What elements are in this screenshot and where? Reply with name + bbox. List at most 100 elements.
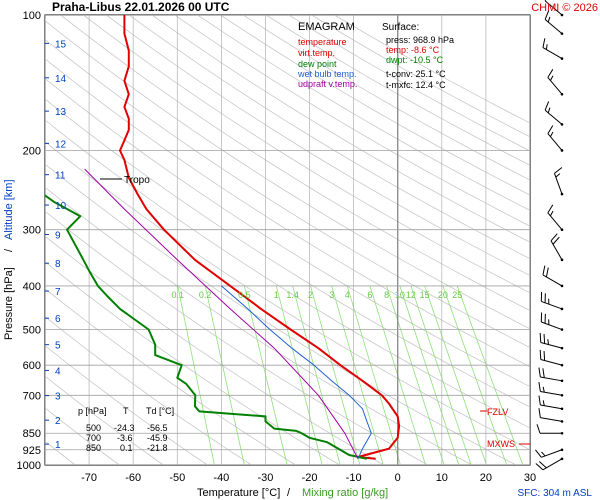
- sounding-series: [45, 15, 401, 460]
- surface-dwpt: dwpt: -10.5 °C: [386, 55, 444, 65]
- wind-barb-dot: [560, 258, 564, 262]
- altitude-tick-label: 4: [55, 366, 61, 377]
- wind-barb-staff: [542, 274, 563, 287]
- legend-title: EMAGRAM: [298, 21, 355, 33]
- mixing-ratio-line: [331, 285, 384, 465]
- wind-barb-flag: [538, 461, 547, 469]
- mixing-ratio-label: 8: [384, 290, 389, 300]
- mixing-ratio-line: [410, 285, 472, 465]
- y-tick-label: 600: [23, 360, 41, 372]
- wind-barb-dot: [560, 448, 564, 452]
- wind-barb: [539, 332, 564, 350]
- wind-barb-staff: [544, 109, 563, 125]
- mxws-label: MXWS: [487, 439, 515, 449]
- wind-barb-flag: [544, 0, 547, 2]
- wind-barb-flag: [535, 463, 544, 471]
- table-header-p: p [hPa]: [78, 406, 107, 416]
- wind-barb-flag: [538, 382, 541, 392]
- wind-barb-half-flag: [542, 400, 545, 406]
- dry-adiabat-line: [45, 119, 530, 429]
- wind-barb-flag: [538, 395, 541, 406]
- series-line-dew-point: [45, 194, 368, 460]
- dry-adiabat-line: [45, 58, 530, 368]
- dry-adiabat-line: [128, 15, 530, 260]
- wind-barb: [544, 0, 564, 17]
- mixing-ratio-line: [399, 285, 460, 465]
- wind-barb-staff: [540, 417, 563, 422]
- wind-barb-dot: [560, 457, 564, 461]
- surface-elevation: SFC: 304 m ASL: [518, 488, 593, 499]
- wind-barb-dot: [560, 431, 564, 435]
- wind-barb-dot: [560, 57, 564, 60]
- wind-barb-half-flag: [545, 44, 548, 50]
- altitude-tick-label: 1: [55, 440, 61, 451]
- wind-barb-flag: [554, 167, 563, 174]
- wind-barb-staff: [550, 240, 563, 261]
- wind-barb-dot: [560, 284, 564, 288]
- grid-lines: [45, 15, 530, 465]
- wind-barb-flag: [542, 265, 546, 276]
- wind-barb-half-flag: [555, 173, 561, 178]
- wind-barb: [542, 265, 564, 288]
- x-tick-label: 0: [395, 472, 401, 484]
- mixing-ratio-label: 15: [420, 290, 430, 300]
- altitude-tick-label: 13: [55, 107, 67, 118]
- wind-barb-half-flag: [541, 451, 546, 457]
- table-cell: 0.1: [120, 443, 133, 453]
- wind-barb-dot: [560, 393, 564, 397]
- wind-barb: [538, 382, 564, 397]
- series-line-wet-bulb-temp-: [221, 285, 372, 460]
- table-header-td: Td [°C]: [146, 406, 174, 416]
- x-tick-label: 30: [524, 472, 536, 484]
- wind-barb: [539, 349, 564, 367]
- altitude-tick-label: 2: [55, 416, 61, 427]
- wind-barb-staff: [540, 404, 563, 410]
- x-axis-separator: /: [287, 487, 291, 499]
- y-tick-label: 100: [23, 10, 41, 22]
- altitude-tick-label: 3: [55, 392, 61, 403]
- mixing-ratio-label: 10: [395, 290, 405, 300]
- y-axis-label-altitude: Altitude [km]: [3, 179, 15, 240]
- wind-barb: [538, 408, 564, 423]
- wind-barb-half-flag: [547, 107, 551, 113]
- surface-title: Surface:: [382, 22, 419, 33]
- wind-barb-flag: [545, 267, 549, 278]
- wind-barb-staff: [540, 390, 563, 396]
- table-cell: -21.8: [147, 443, 168, 453]
- mixing-ratio-label: 3: [329, 290, 334, 300]
- tropo-label: Tropo: [124, 175, 150, 186]
- wind-barb-staff: [540, 358, 563, 366]
- table-cell: -56.5: [147, 423, 168, 433]
- mixing-ratio-label: 6: [367, 290, 372, 300]
- y-axis-label: Pressure [hPa]: [3, 267, 15, 340]
- altitude-tick-label: 6: [55, 314, 61, 325]
- mixing-ratio-label: 0.1: [171, 290, 184, 300]
- dry-adiabats: [45, 15, 530, 465]
- surface-tmxfc: t-mxfc: 12.4 °C: [386, 80, 446, 90]
- wind-barb-half-flag: [549, 131, 554, 137]
- wind-barb-dot: [560, 307, 564, 311]
- dry-adiabat-line: [197, 15, 530, 211]
- table-cell: 850: [86, 443, 101, 453]
- altitude-tick-label: 9: [55, 231, 61, 242]
- wind-barb: [535, 457, 564, 471]
- x-tick-label: -20: [302, 472, 318, 484]
- altitude-tick-label: 11: [55, 171, 66, 182]
- mixing-ratio-label: 0.5: [238, 290, 251, 300]
- wind-barb: [542, 38, 564, 60]
- mixing-ratio-label: 1: [274, 290, 279, 300]
- mixing-ratio-label: 25: [452, 290, 462, 300]
- wind-barb-staff: [544, 19, 563, 35]
- legend-item-dew-point: dew point: [298, 59, 337, 69]
- x-tick-label: -30: [258, 472, 274, 484]
- wind-barb: [540, 291, 564, 311]
- mixing-ratio-lines: [177, 285, 524, 465]
- wind-barb-half-flag: [542, 386, 545, 393]
- plot-area: [44, 14, 531, 466]
- mixing-ratio-label: 4: [345, 290, 350, 300]
- levels-table: p [hPa] T Td [°C] 500 -24.3 -56.5 700 -3…: [78, 406, 174, 453]
- wind-barb-staff: [542, 47, 563, 60]
- y-tick-label: 1000: [17, 460, 41, 472]
- altitude-tick-label: 5: [55, 341, 61, 352]
- wind-barb-flag: [542, 368, 545, 378]
